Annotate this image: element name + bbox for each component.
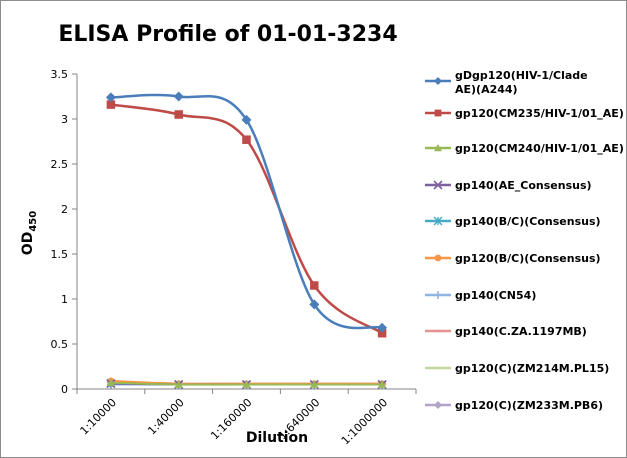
legend: gDgp120(HIV-1/Clade AE)(A244) gp120(CM235/… bbox=[425, 69, 624, 412]
legend-label: gp120(C)(ZM214M.PL15) bbox=[455, 362, 609, 375]
data-point bbox=[174, 110, 183, 119]
y-tick-label: 3 bbox=[61, 113, 68, 126]
legend-item: gp140(B/C)(Consensus) bbox=[425, 215, 601, 228]
y-tick-label: 3.5 bbox=[51, 68, 69, 81]
legend-item: gp120(C)(ZM233M.PB6) bbox=[425, 399, 603, 412]
legend-swatch-marker bbox=[434, 109, 442, 117]
legend-label: gp140(CN54) bbox=[455, 289, 536, 302]
legend-swatch-marker bbox=[434, 401, 442, 409]
legend-label: gp140(B/C)(Consensus) bbox=[455, 215, 601, 228]
data-point bbox=[242, 135, 251, 144]
legend-swatch-marker bbox=[434, 144, 442, 152]
legend-item: gp140(C.ZA.1197MB) bbox=[425, 325, 587, 338]
legend-swatch-marker bbox=[434, 77, 442, 85]
y-tick-label: 2.5 bbox=[51, 158, 69, 171]
legend-label: gp120(CM235/HIV-1/01_AE) bbox=[455, 107, 624, 120]
y-axis-title: OD450 bbox=[20, 211, 39, 255]
legend-label: gp120(C)(ZM233M.PB6) bbox=[455, 399, 603, 412]
legend-item: gp120(C)(ZM214M.PL15) bbox=[425, 362, 609, 375]
data-point bbox=[106, 378, 115, 386]
legend-swatch-marker bbox=[433, 180, 443, 190]
data-point bbox=[377, 328, 387, 338]
legend-item: gp120(CM240/HIV-1/01_AE) bbox=[425, 142, 624, 155]
legend-label: gp120(B/C)(Consensus) bbox=[455, 252, 601, 265]
data-point bbox=[309, 299, 320, 310]
data-point bbox=[377, 322, 388, 333]
data-point bbox=[241, 114, 252, 125]
y-axis-title-main: OD bbox=[20, 232, 36, 256]
legend-item: gp120(CM235/HIV-1/01_AE) bbox=[425, 107, 624, 120]
data-point bbox=[310, 380, 319, 388]
legend-swatch-marker bbox=[434, 291, 442, 299]
data-point bbox=[105, 92, 116, 103]
series-group bbox=[105, 91, 388, 333]
legend-swatch-marker bbox=[433, 216, 443, 226]
legend-item: gp120(B/C)(Consensus) bbox=[425, 252, 601, 265]
legend-item: gp140(AE_Consensus) bbox=[425, 179, 592, 192]
legend-label: gDgp120(HIV-1/Clade AE)(A244) bbox=[455, 69, 588, 96]
y-tick-label: 0.5 bbox=[51, 338, 69, 351]
legend-label-line: gDgp120(HIV-1/Clade bbox=[455, 69, 588, 82]
chart-title: ELISA Profile of 01-01-3234 bbox=[58, 22, 397, 47]
series-group bbox=[106, 378, 387, 388]
series-line bbox=[110, 93, 383, 330]
data-point bbox=[174, 380, 183, 388]
y-tick-label: 1.5 bbox=[51, 248, 69, 261]
x-tick-label: 1:10000 bbox=[78, 396, 120, 438]
data-point bbox=[242, 380, 251, 388]
plot-area: 00.511.522.533.51:10000 1:40000 1:160000 1:… bbox=[51, 68, 417, 447]
data-point bbox=[173, 91, 184, 102]
legend-item: gp140(CN54) bbox=[425, 289, 536, 302]
legend-swatch-marker bbox=[434, 254, 442, 262]
y-tick-label: 1 bbox=[61, 293, 68, 306]
x-tick-label: 1:40000 bbox=[145, 396, 187, 438]
legend-label: gp120(CM240/HIV-1/01_AE) bbox=[455, 142, 624, 155]
legend-label-line: AE)(A244) bbox=[455, 83, 518, 96]
x-tick-label: 1:1000000 bbox=[339, 396, 390, 447]
y-axis-title-subscript: 450 bbox=[28, 211, 39, 232]
y-tick-label: 0 bbox=[61, 383, 68, 396]
series-line bbox=[110, 103, 383, 335]
series-group bbox=[106, 100, 387, 338]
legend-label: gp140(AE_Consensus) bbox=[455, 179, 592, 192]
x-axis-title: Dilution bbox=[246, 430, 308, 446]
data-point bbox=[378, 380, 387, 388]
y-tick-label: 2 bbox=[61, 203, 68, 216]
data-point bbox=[310, 281, 319, 290]
legend-label: gp140(C.ZA.1197MB) bbox=[455, 325, 587, 338]
data-point bbox=[106, 100, 116, 109]
legend-item: gDgp120(HIV-1/Clade AE)(A244) bbox=[425, 69, 588, 96]
